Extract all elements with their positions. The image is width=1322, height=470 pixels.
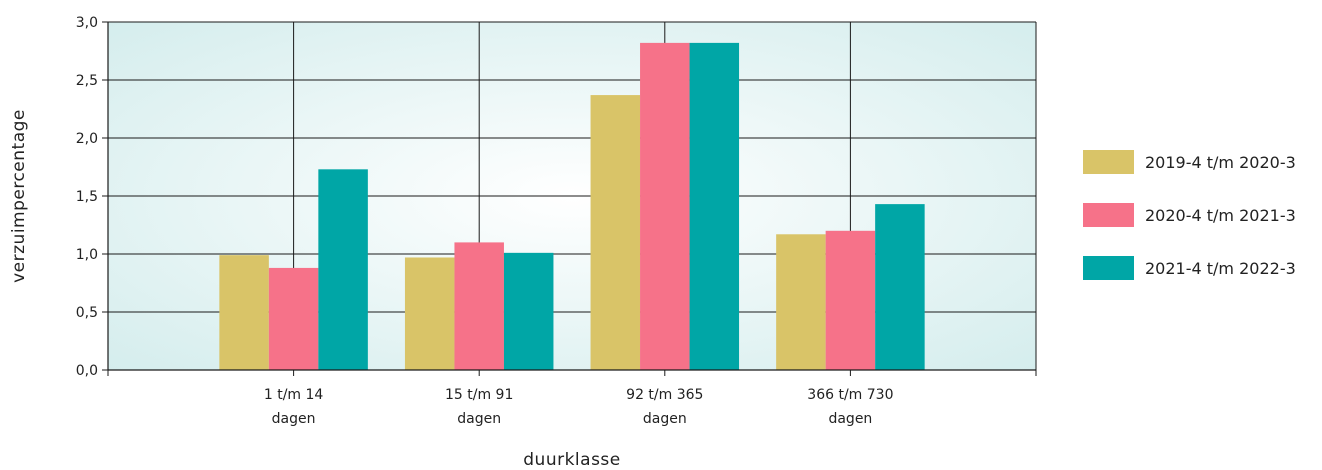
axes bbox=[102, 21, 1037, 376]
bar bbox=[268, 267, 319, 370]
y-tick-label: 0,5 bbox=[76, 305, 98, 321]
bar bbox=[219, 255, 269, 370]
bar bbox=[875, 204, 925, 370]
y-tick-label: 2,0 bbox=[76, 131, 98, 147]
bar bbox=[776, 234, 826, 370]
legend: 2019-4 t/m 2020-3 2020-4 t/m 2021-3 2021-4… bbox=[1083, 150, 1296, 280]
bar bbox=[825, 230, 876, 370]
y-tick-label: 0,0 bbox=[76, 363, 98, 379]
x-tick-label: 366 t/m 730 dagen bbox=[807, 387, 893, 427]
y-axis-title: verzuimpercentage bbox=[9, 109, 29, 283]
x-tick-label: 1 t/m 14 dagen bbox=[264, 387, 324, 427]
y-tick-label: 2,5 bbox=[76, 73, 98, 89]
bar bbox=[404, 257, 455, 370]
legend-swatch bbox=[1083, 150, 1134, 174]
bar bbox=[590, 95, 641, 370]
x-axis-title: duurklasse bbox=[523, 450, 621, 470]
bar bbox=[454, 242, 504, 370]
legend-label: 2020-4 t/m 2021-3 bbox=[1145, 206, 1296, 225]
y-tick-labels: 0,0 0,5 1,0 1,5 2,0 2,5 3,0 bbox=[76, 15, 98, 379]
x-tick-labels: 1 t/m 14 dagen 15 t/m 91 dagen 92 t/m 365 dag… bbox=[264, 387, 894, 427]
bar bbox=[640, 42, 690, 370]
legend-swatch bbox=[1083, 256, 1134, 280]
bars bbox=[219, 42, 925, 370]
x-tick-label: 92 t/m 365 dagen bbox=[626, 387, 703, 427]
y-tick-label: 1,0 bbox=[76, 247, 98, 263]
legend-swatch bbox=[1083, 203, 1134, 227]
legend-label: 2021-4 t/m 2022-3 bbox=[1145, 259, 1296, 278]
y-tick-label: 1,5 bbox=[76, 189, 98, 205]
legend-label: 2019-4 t/m 2020-3 bbox=[1145, 153, 1296, 172]
x-tick-label: 15 t/m 91 dagen bbox=[445, 387, 513, 427]
y-tick-label: 3,0 bbox=[76, 15, 98, 31]
bar bbox=[689, 42, 740, 370]
bar bbox=[318, 169, 368, 370]
bar bbox=[503, 252, 554, 370]
